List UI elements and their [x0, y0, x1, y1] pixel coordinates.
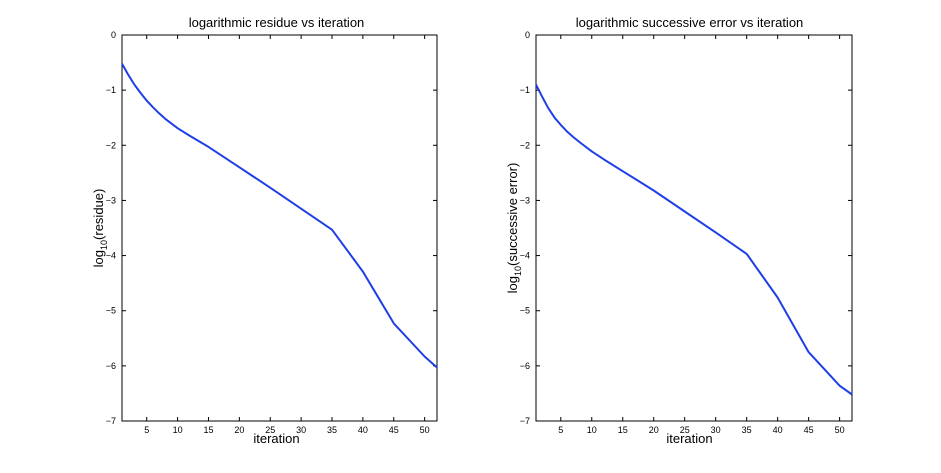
y-tick-label: −1 — [520, 85, 530, 95]
y-tick-label: −5 — [520, 306, 530, 316]
x-tick-label: 45 — [389, 425, 399, 435]
x-tick-label: 40 — [358, 425, 368, 435]
y-tick-label: −6 — [520, 361, 530, 371]
x-tick-label: 5 — [144, 425, 149, 435]
x-tick-label: 20 — [234, 425, 244, 435]
y-tick-label: −4 — [106, 251, 116, 261]
y-tick-label: −1 — [106, 85, 116, 95]
x-tick-label: 30 — [296, 425, 306, 435]
x-tick-label: 25 — [680, 425, 690, 435]
plot-frame — [121, 34, 438, 422]
x-tick-label: 25 — [265, 425, 275, 435]
chart-title: logarithmic successive error vs iteratio… — [576, 15, 804, 30]
series-line — [535, 84, 853, 396]
x-tick-label: 20 — [649, 425, 659, 435]
x-tick-label: 5 — [558, 425, 563, 435]
y-tick-label: −7 — [106, 416, 116, 426]
series-line — [121, 63, 438, 369]
y-tick-label: −3 — [106, 195, 116, 205]
x-tick-label: 10 — [587, 425, 597, 435]
x-tick-label: 45 — [804, 425, 814, 435]
y-tick-label: −2 — [520, 140, 530, 150]
y-axis-label-rest: (residue) — [91, 189, 106, 240]
x-tick-label: 40 — [773, 425, 783, 435]
x-tick-label: 35 — [327, 425, 337, 435]
chart-title: logarithmic residue vs iteration — [189, 15, 365, 30]
y-axis-label-subscript: 10 — [513, 266, 523, 276]
x-axis-label: iteration — [666, 431, 712, 446]
plot-frame — [535, 34, 853, 422]
y-tick-label: −6 — [106, 361, 116, 371]
y-tick-label: −5 — [106, 306, 116, 316]
x-tick-label: 30 — [711, 425, 721, 435]
y-tick-label: 0 — [111, 30, 116, 40]
y-axis-label: log10(successive error) — [505, 163, 523, 294]
y-tick-label: −3 — [520, 195, 530, 205]
chart-successive-error: logarithmic successive error vs iteratio… — [505, 15, 853, 446]
x-tick-label: 15 — [203, 425, 213, 435]
y-axis-label-base: log — [91, 250, 106, 267]
x-tick-label: 50 — [835, 425, 845, 435]
x-tick-label: 35 — [742, 425, 752, 435]
y-axis-label-subscript: 10 — [99, 240, 109, 250]
y-axis-label: log10(residue) — [91, 189, 109, 268]
y-tick-label: −7 — [520, 416, 530, 426]
chart-residue: logarithmic residue vs iteration 5 10 15 20… — [91, 15, 438, 446]
y-tick-label: −2 — [106, 140, 116, 150]
y-tick-label: 0 — [525, 30, 530, 40]
y-tick-label: −4 — [520, 251, 530, 261]
y-axis-label-rest: (successive error) — [505, 163, 520, 266]
x-tick-label: 15 — [618, 425, 628, 435]
y-axis-label-base: log — [505, 276, 520, 293]
x-tick-label: 50 — [420, 425, 430, 435]
x-tick-label: 10 — [173, 425, 183, 435]
x-axis-label: iteration — [253, 431, 299, 446]
